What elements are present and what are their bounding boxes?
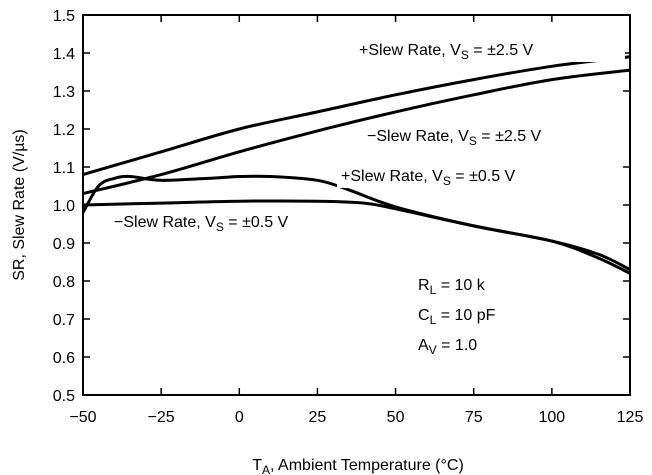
conditions-box <box>412 264 540 362</box>
series-line-4 <box>82 199 631 271</box>
x-tick-label: 75 <box>465 409 483 426</box>
condition-line: CL = 10 pF <box>418 307 496 327</box>
y-tick-label: 0.7 <box>53 312 75 329</box>
y-tick-label: 1.4 <box>53 46 75 63</box>
x-tick-label: −25 <box>148 409 175 426</box>
series-label-bg <box>110 208 370 234</box>
x-tick-label: 0 <box>235 409 244 426</box>
tick-layer: −50 −25 0 25 50 75 100 125 0.5 0.6 0.7 0.8 0.9 1.0 1.1… <box>53 8 644 426</box>
x-axis-label: TA, Ambient Temperature (°C) <box>252 457 464 475</box>
x-tick-label: 100 <box>539 409 566 426</box>
series-label-2: −Slew Rate, VS = ±2.5 V <box>367 128 542 148</box>
y-tick-label: 0.6 <box>53 350 75 367</box>
y-tick-label: 1.5 <box>53 8 75 25</box>
y-axis-label: SR, Slew Rate (V/µs) <box>11 129 28 280</box>
series-label-bg <box>355 36 625 62</box>
condition-line: RL = 10 k <box>418 277 486 297</box>
series-label-1: +Slew Rate, VS = ±2.5 V <box>359 42 534 62</box>
series-line-1 <box>82 55 631 177</box>
series-line-2 <box>82 68 631 196</box>
condition-line: AV = 1.0 <box>418 337 477 357</box>
x-axis-label-sub: A <box>262 463 270 475</box>
x-tick-label: 125 <box>617 409 644 426</box>
series-label-bg <box>363 122 631 148</box>
y-tick-label: 1.2 <box>53 122 75 139</box>
y-tick-label: 0.8 <box>53 274 75 291</box>
x-axis-label-main: T <box>252 457 262 474</box>
series-label-4: −Slew Rate, VS = ±0.5 V <box>114 214 289 234</box>
x-axis-label-rest: , Ambient Temperature (°C) <box>270 457 464 474</box>
y-tick-label: 1.0 <box>53 198 75 215</box>
y-tick-label: 0.9 <box>53 236 75 253</box>
y-tick-label: 1.3 <box>53 84 75 101</box>
series-label-3: +Slew Rate, VS = ±0.5 V <box>341 168 516 188</box>
x-tick-label: 50 <box>387 409 405 426</box>
y-tick-label: 0.5 <box>53 388 75 405</box>
y-tick-label: 1.1 <box>53 160 75 177</box>
x-tick-label: 25 <box>309 409 327 426</box>
plot-frame <box>82 14 631 396</box>
series-label-bg <box>337 162 597 188</box>
series-layer <box>81 55 631 275</box>
series-label-layer: +Slew Rate, VS = ±2.5 V −Slew Rate, VS = … <box>110 36 631 362</box>
x-tick-label: −50 <box>69 409 96 426</box>
